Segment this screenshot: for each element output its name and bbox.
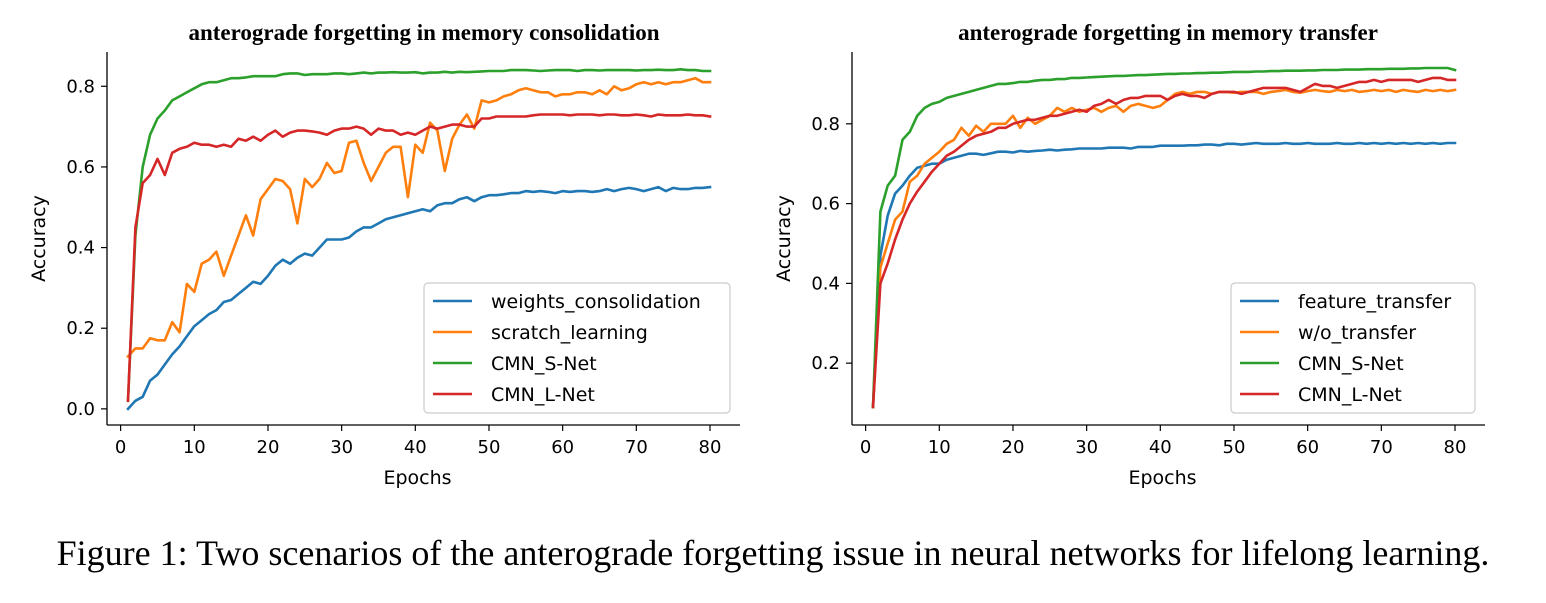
chart-title: anterograde forgetting in memory consoli… — [188, 20, 659, 45]
legend-label: weights_consolidation — [491, 291, 701, 313]
legend-label: w/o_transfer — [1298, 322, 1416, 344]
series-group — [871, 66, 1457, 409]
y-tick-label: 0.0 — [66, 399, 95, 420]
chart-title: anterograde forgetting in memory transfe… — [958, 20, 1378, 45]
y-tick-label: 0.2 — [66, 318, 95, 339]
x-tick-label: 40 — [1149, 437, 1172, 458]
y-tick-label: 0.2 — [811, 353, 840, 374]
x-tick-label: 10 — [183, 437, 206, 458]
x-tick-label: 80 — [1444, 437, 1467, 458]
x-tick-label: 0 — [860, 437, 871, 458]
series-line-cmn-l-net — [871, 76, 1457, 409]
x-axis-label: Epochs — [383, 467, 451, 489]
x-tick-label: 30 — [1075, 437, 1098, 458]
y-tick-label: 0.6 — [811, 194, 840, 215]
legend-frame — [423, 282, 731, 414]
x-tick-label: 50 — [1223, 437, 1246, 458]
legend-label: scratch_learning — [491, 322, 648, 344]
x-tick-label: 30 — [330, 437, 353, 458]
x-tick-label: 80 — [699, 437, 722, 458]
y-tick-label: 0.6 — [66, 157, 95, 178]
x-tick-label: 10 — [928, 437, 951, 458]
y-tick-label: 0.4 — [811, 273, 840, 294]
y-axis-label: Accuracy — [773, 195, 795, 282]
legend-label: CMN_S-Net — [1298, 353, 1404, 375]
x-tick-label: 20 — [257, 437, 280, 458]
x-tick-label: 70 — [1370, 437, 1393, 458]
x-tick-label: 0 — [115, 437, 126, 458]
legend-label: CMN_L-Net — [491, 384, 595, 406]
x-tick-label: 20 — [1002, 437, 1025, 458]
series-line-w-o-transfer — [871, 88, 1457, 409]
series-line-scratch-learning — [126, 76, 712, 359]
legend-frame — [1230, 282, 1476, 414]
legend-label: CMN_S-Net — [491, 353, 597, 375]
series-line-cmn-l-net — [126, 113, 712, 403]
legend-label: CMN_L-Net — [1298, 384, 1402, 406]
y-tick-label: 0.4 — [66, 238, 95, 259]
y-tick-label: 0.8 — [811, 114, 840, 135]
chart-panel-transfer: anterograde forgetting in memory transfe… — [773, 20, 1485, 489]
series-line-cmn-s-net — [126, 68, 712, 403]
chart-panel-consolidation: anterograde forgetting in memory consoli… — [28, 20, 740, 489]
legend: weights_consolidation scratch_learning CMN… — [423, 282, 731, 414]
legend: feature_transfer w/o_transfer CMN_S-Net CMN… — [1230, 282, 1476, 414]
series-line-weights-consolidation — [126, 185, 712, 411]
y-axis-label: Accuracy — [28, 195, 50, 282]
figure: anterograde forgetting in memory consoli… — [28, 20, 1485, 489]
series-line-feature-transfer — [871, 141, 1457, 409]
series-line-cmn-s-net — [871, 66, 1457, 409]
series-group — [126, 68, 712, 411]
x-tick-label: 60 — [551, 437, 574, 458]
x-tick-label: 60 — [1296, 437, 1319, 458]
x-axis-label: Epochs — [1128, 467, 1196, 489]
legend-label: feature_transfer — [1298, 291, 1451, 313]
x-tick-label: 70 — [625, 437, 648, 458]
figure-caption: Figure 1: Two scenarios of the anterogra… — [56, 533, 1490, 573]
x-tick-label: 50 — [478, 437, 501, 458]
x-tick-label: 40 — [404, 437, 427, 458]
y-tick-label: 0.8 — [66, 76, 95, 97]
